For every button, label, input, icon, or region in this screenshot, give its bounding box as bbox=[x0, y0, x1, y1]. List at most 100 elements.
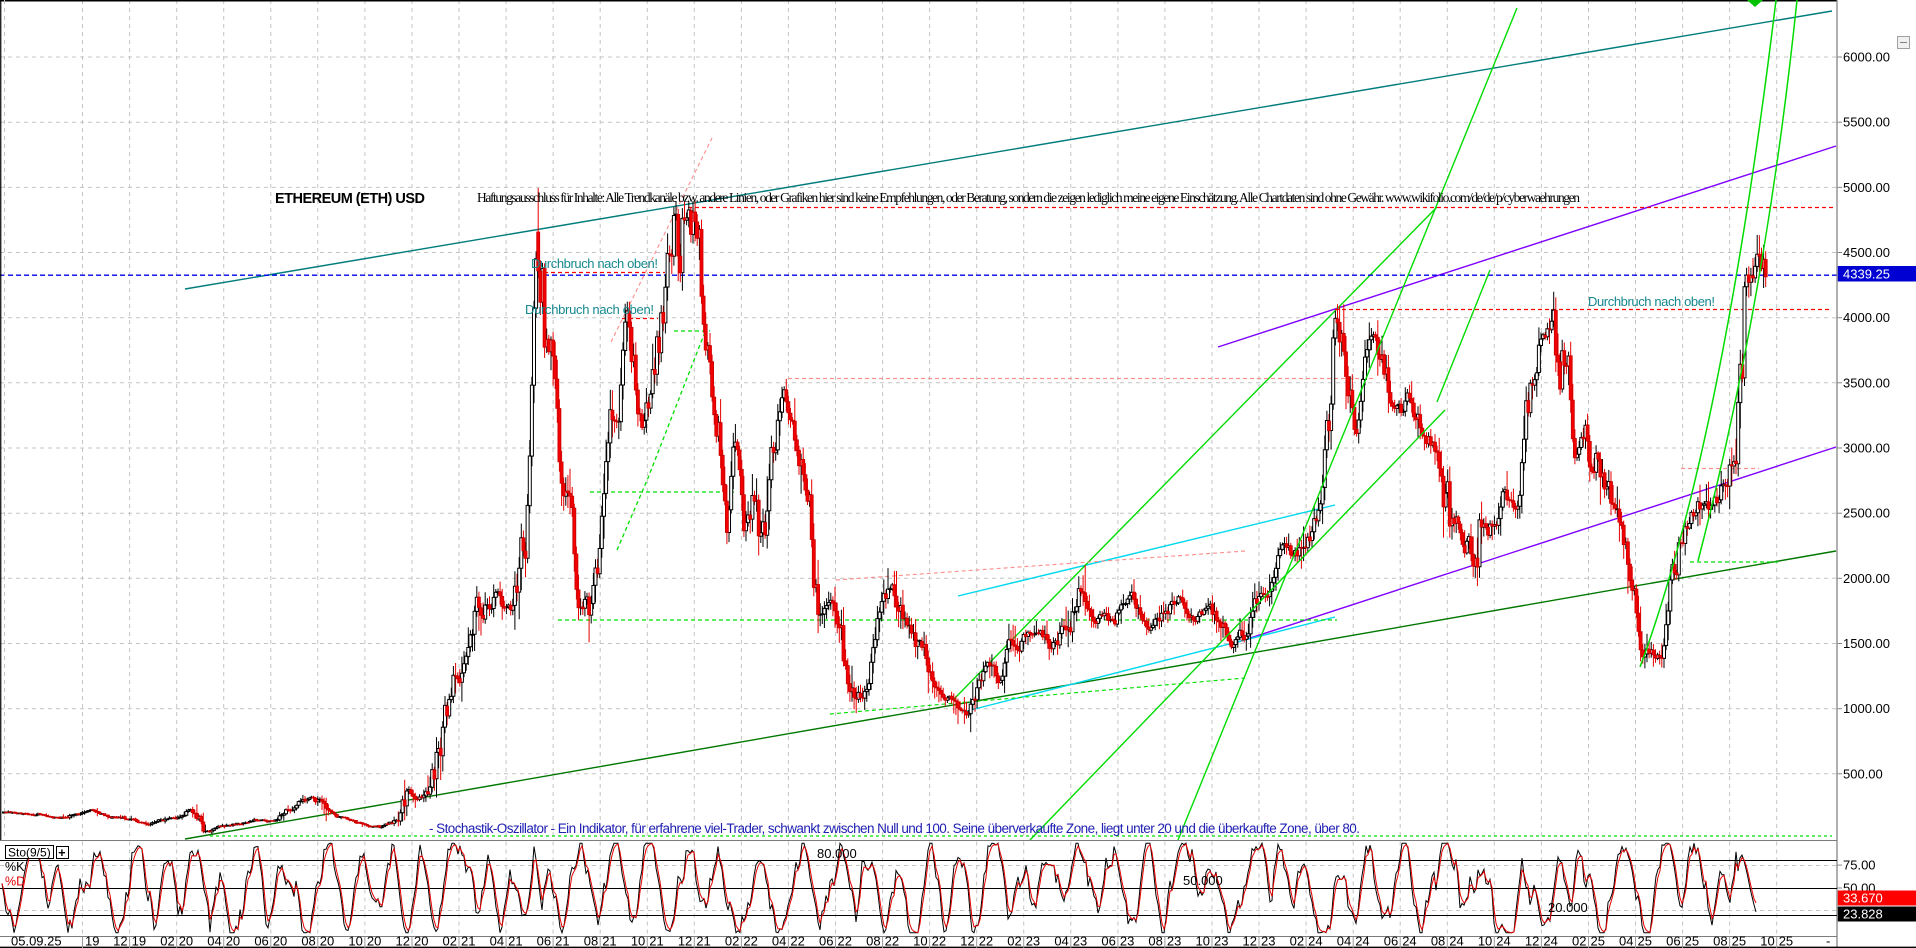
svg-text:ETHEREUM (ETH) USD: ETHEREUM (ETH) USD bbox=[275, 191, 425, 207]
svg-text:%D: %D bbox=[5, 875, 25, 889]
svg-text:06: 06 bbox=[819, 934, 833, 948]
svg-text:10: 10 bbox=[913, 934, 927, 948]
svg-text:23: 23 bbox=[1026, 934, 1040, 948]
svg-text:24: 24 bbox=[1308, 934, 1322, 948]
svg-text:21: 21 bbox=[696, 934, 710, 948]
svg-text:Durchbruch nach oben!: Durchbruch nach oben! bbox=[531, 256, 658, 271]
svg-text:19: 19 bbox=[85, 934, 99, 948]
svg-text:23: 23 bbox=[1073, 934, 1087, 948]
svg-text:02: 02 bbox=[1290, 934, 1304, 948]
svg-text:12: 12 bbox=[678, 934, 692, 948]
svg-text:23.828: 23.828 bbox=[1843, 907, 1883, 922]
svg-text:05.09.25: 05.09.25 bbox=[11, 934, 62, 948]
svg-text:19: 19 bbox=[132, 934, 146, 948]
svg-text:04: 04 bbox=[207, 934, 221, 948]
svg-text:02: 02 bbox=[1007, 934, 1021, 948]
svg-text:08: 08 bbox=[866, 934, 880, 948]
svg-text:04: 04 bbox=[772, 934, 786, 948]
svg-text:- Stochastik-Oszillator - Ein: - Stochastik-Oszillator - Ein Indikator,… bbox=[429, 821, 1360, 836]
svg-text:25: 25 bbox=[1685, 934, 1699, 948]
svg-text:08: 08 bbox=[1431, 934, 1445, 948]
svg-text:02: 02 bbox=[160, 934, 174, 948]
svg-text:25: 25 bbox=[1638, 934, 1652, 948]
svg-text:3500.00: 3500.00 bbox=[1843, 375, 1890, 390]
svg-text:08: 08 bbox=[1713, 934, 1727, 948]
svg-text:23: 23 bbox=[1261, 934, 1275, 948]
svg-text:06: 06 bbox=[1666, 934, 1680, 948]
svg-text:08: 08 bbox=[1148, 934, 1162, 948]
svg-text:20: 20 bbox=[226, 934, 240, 948]
svg-text:24: 24 bbox=[1543, 934, 1557, 948]
svg-text:24: 24 bbox=[1449, 934, 1463, 948]
svg-text:4339.25: 4339.25 bbox=[1843, 267, 1890, 282]
svg-text:04: 04 bbox=[1054, 934, 1068, 948]
svg-text:3000.00: 3000.00 bbox=[1843, 441, 1890, 456]
svg-text:22: 22 bbox=[979, 934, 993, 948]
svg-text:10: 10 bbox=[348, 934, 362, 948]
svg-text:06: 06 bbox=[1384, 934, 1398, 948]
svg-text:10: 10 bbox=[1196, 934, 1210, 948]
svg-text:Durchbruch nach oben!: Durchbruch nach oben! bbox=[525, 302, 654, 317]
svg-text:1000.00: 1000.00 bbox=[1843, 701, 1890, 716]
svg-text:500.00: 500.00 bbox=[1843, 766, 1883, 781]
svg-text:23: 23 bbox=[1120, 934, 1134, 948]
svg-text:12: 12 bbox=[960, 934, 974, 948]
svg-text:20: 20 bbox=[273, 934, 287, 948]
svg-text:24: 24 bbox=[1496, 934, 1510, 948]
svg-text:04: 04 bbox=[1619, 934, 1633, 948]
svg-text:21: 21 bbox=[461, 934, 475, 948]
svg-text:24: 24 bbox=[1355, 934, 1369, 948]
svg-text:24: 24 bbox=[1402, 934, 1416, 948]
svg-text:02: 02 bbox=[1572, 934, 1586, 948]
svg-text:75.00: 75.00 bbox=[1843, 858, 1876, 873]
svg-text:22: 22 bbox=[932, 934, 946, 948]
svg-text:22: 22 bbox=[838, 934, 852, 948]
svg-text:20: 20 bbox=[179, 934, 193, 948]
svg-text:08: 08 bbox=[584, 934, 598, 948]
svg-text:10: 10 bbox=[631, 934, 645, 948]
svg-text:22: 22 bbox=[885, 934, 899, 948]
svg-text:5500.00: 5500.00 bbox=[1843, 115, 1890, 130]
svg-text:80.000: 80.000 bbox=[817, 846, 857, 861]
svg-text:Haftungsausschluss für Inhalte: Haftungsausschluss für Inhalte: Alle Tre… bbox=[477, 190, 1580, 205]
svg-text:06: 06 bbox=[254, 934, 268, 948]
svg-text:+: + bbox=[58, 846, 65, 860]
svg-text:10: 10 bbox=[1478, 934, 1492, 948]
svg-text:12: 12 bbox=[113, 934, 127, 948]
svg-text:12: 12 bbox=[1525, 934, 1539, 948]
svg-text:22: 22 bbox=[743, 934, 757, 948]
svg-text:-: - bbox=[1826, 934, 1830, 948]
svg-text:25: 25 bbox=[1779, 934, 1793, 948]
svg-text:02: 02 bbox=[443, 934, 457, 948]
svg-text:6000.00: 6000.00 bbox=[1843, 50, 1890, 65]
svg-text:12: 12 bbox=[1243, 934, 1257, 948]
svg-text:08: 08 bbox=[301, 934, 315, 948]
svg-text:21: 21 bbox=[555, 934, 569, 948]
svg-text:06: 06 bbox=[1101, 934, 1115, 948]
svg-text:20.000: 20.000 bbox=[1548, 900, 1588, 915]
svg-text:5000.00: 5000.00 bbox=[1843, 180, 1890, 195]
svg-text:25: 25 bbox=[1591, 934, 1605, 948]
svg-text:33.670: 33.670 bbox=[1843, 891, 1883, 906]
svg-text:06: 06 bbox=[537, 934, 551, 948]
svg-text:23: 23 bbox=[1214, 934, 1228, 948]
svg-text:12: 12 bbox=[396, 934, 410, 948]
svg-text:4500.00: 4500.00 bbox=[1843, 245, 1890, 260]
svg-text:20: 20 bbox=[367, 934, 381, 948]
svg-text:21: 21 bbox=[508, 934, 522, 948]
svg-text:21: 21 bbox=[649, 934, 663, 948]
svg-text:1500.00: 1500.00 bbox=[1843, 636, 1890, 651]
svg-text:2000.00: 2000.00 bbox=[1843, 571, 1890, 586]
svg-text:22: 22 bbox=[790, 934, 804, 948]
svg-text:Durchbruch nach oben!: Durchbruch nach oben! bbox=[1588, 294, 1715, 309]
svg-text:04: 04 bbox=[490, 934, 504, 948]
svg-text:10: 10 bbox=[1760, 934, 1774, 948]
svg-text:2500.00: 2500.00 bbox=[1843, 506, 1890, 521]
svg-text:25: 25 bbox=[1732, 934, 1746, 948]
svg-text:04: 04 bbox=[1337, 934, 1351, 948]
svg-text:4000.00: 4000.00 bbox=[1843, 310, 1890, 325]
svg-text:20: 20 bbox=[320, 934, 334, 948]
svg-text:Sto(9/5): Sto(9/5) bbox=[8, 846, 51, 860]
svg-text:23: 23 bbox=[1167, 934, 1181, 948]
svg-text:%K: %K bbox=[5, 860, 25, 874]
